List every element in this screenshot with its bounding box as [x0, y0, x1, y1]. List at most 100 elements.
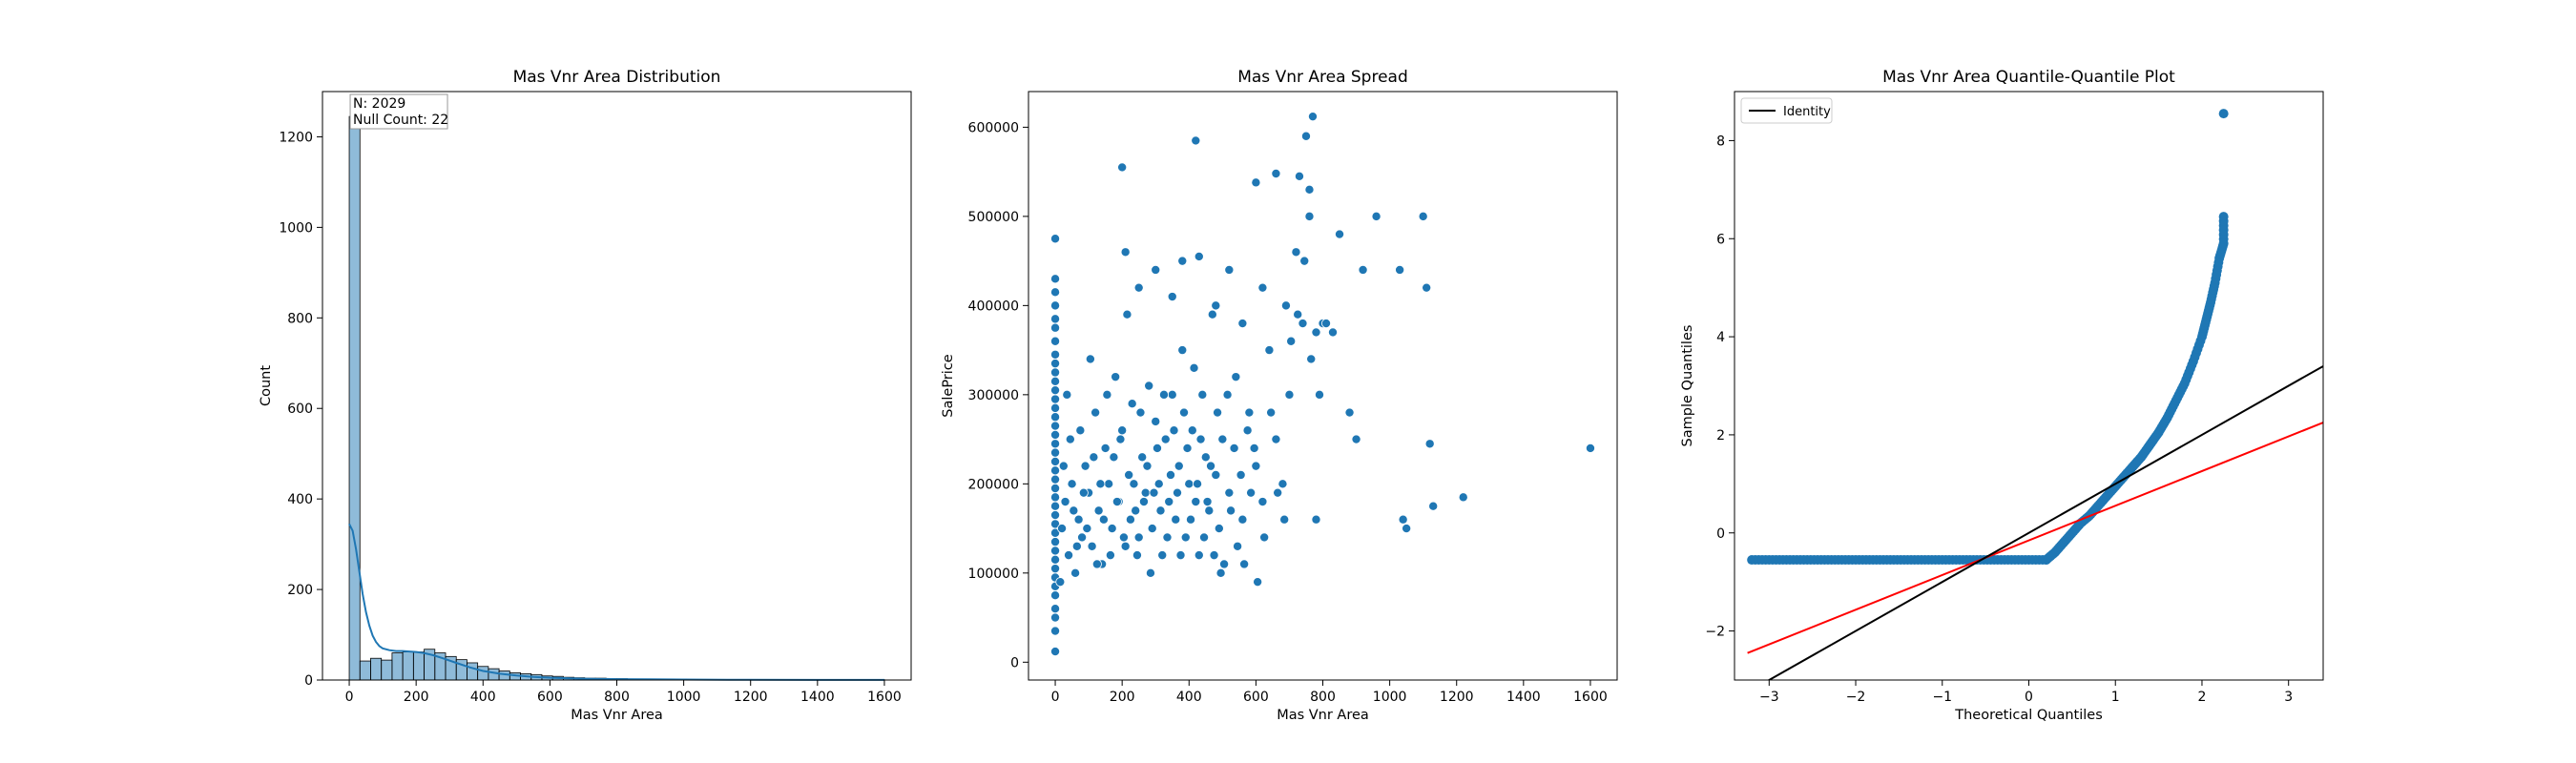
scatter-point: [1120, 541, 1131, 551]
scatter-point: [1137, 452, 1148, 463]
histogram-bar: [381, 659, 393, 681]
scatter-point: [1050, 612, 1061, 623]
legend-identity-label: Identity: [1783, 105, 1831, 119]
qq-plot-area: [1747, 109, 2323, 680]
scatter-point: [1050, 484, 1061, 494]
scatter-point: [1131, 505, 1141, 516]
histogram-bar: [412, 651, 425, 681]
scatter-point: [1304, 211, 1315, 221]
scatter-point: [1206, 461, 1216, 471]
y-tick-label: 500000: [968, 210, 1019, 225]
scatter-point: [1067, 479, 1077, 489]
scatter-point: [1418, 211, 1428, 221]
scatter-point: [1209, 550, 1219, 561]
y-tick-label: 0: [1010, 655, 1019, 670]
scatter-point: [1164, 497, 1174, 507]
y-tick-label: 2: [1716, 428, 1725, 443]
scatter-point: [1284, 389, 1295, 400]
x-tick-label: 400: [470, 690, 496, 705]
scatter-point: [1195, 434, 1206, 444]
scatter-point: [1080, 461, 1091, 471]
y-tick-label: 100000: [968, 567, 1019, 582]
scatter-point: [1189, 362, 1199, 373]
scatter-point: [1197, 389, 1208, 400]
scatter-point: [1133, 532, 1144, 543]
scatter-point: [1050, 376, 1061, 386]
scatter-point: [1064, 550, 1074, 561]
scatter-point: [1179, 407, 1190, 418]
scatter-point: [1109, 452, 1119, 463]
scatter-point: [1294, 171, 1304, 181]
scatter-point: [1328, 327, 1339, 338]
scatter-point: [1118, 532, 1129, 543]
scatter-point: [1050, 336, 1061, 346]
scatter-point: [1280, 300, 1291, 311]
scatter-point: [1055, 577, 1066, 588]
scatter-point: [1091, 407, 1101, 418]
scatter-point: [1237, 514, 1248, 525]
scatter-point: [1314, 389, 1324, 400]
scatter-point: [1071, 541, 1082, 551]
scatter-point: [1050, 287, 1061, 298]
x-tick-label: 200: [404, 690, 429, 705]
x-tick-label: 200: [1110, 690, 1135, 705]
annotation-box: [349, 93, 448, 130]
qq-point: [2218, 212, 2229, 222]
annotation-count: N: 2029: [353, 96, 405, 112]
scatter-point: [1214, 524, 1224, 534]
scatter-point: [1351, 434, 1361, 444]
scatter-point: [1266, 407, 1277, 418]
histogram-bars: [348, 115, 885, 681]
scatter-point: [1149, 487, 1159, 498]
x-tick-label: 1000: [1373, 690, 1407, 705]
qq-fit-line: [1747, 422, 2323, 654]
x-tick-label: 1200: [1440, 690, 1474, 705]
scatter-point: [1105, 550, 1115, 561]
scatter-point: [1244, 407, 1255, 418]
scatter-point: [1217, 434, 1228, 444]
scatter-point: [1311, 514, 1321, 525]
scatter-point: [1424, 439, 1435, 449]
scatter-point: [1050, 465, 1061, 476]
x-tick-label: 1000: [667, 690, 701, 705]
scatter-point: [1127, 399, 1137, 409]
histogram-yticks: 0 200 400 600 800 1000 1200: [279, 130, 322, 689]
scatter-point: [1073, 514, 1084, 525]
scatter-point: [1311, 327, 1321, 338]
scatter-point: [1167, 292, 1177, 302]
histogram-xlabel: Mas Vnr Area: [571, 708, 663, 723]
scatter-point: [1050, 359, 1061, 369]
scatter-point: [1050, 429, 1061, 440]
histogram-ylabel: Count: [259, 365, 274, 406]
qq-xticks: −3 −2 −1 0 1 2 3: [1759, 680, 2293, 705]
scatter-point: [1174, 461, 1184, 471]
scatter-point: [1155, 505, 1166, 516]
scatter-point: [1335, 229, 1345, 239]
scatter-point: [1213, 407, 1223, 418]
scatter-point: [1307, 112, 1318, 122]
scatter-point: [1224, 487, 1235, 498]
scatter-point: [1177, 345, 1188, 356]
scatter-point: [1050, 234, 1061, 244]
scatter-point: [1249, 443, 1259, 453]
histogram-frame: [322, 91, 912, 681]
scatter-point: [1344, 407, 1355, 418]
qq-panel: Mas Vnr Area Quantile-Quantile Plot Theo…: [1680, 68, 2324, 723]
scatter-point: [1167, 389, 1177, 400]
scatter-point: [1226, 505, 1236, 516]
histogram-title: Mas Vnr Area Distribution: [513, 68, 721, 87]
scatter-point: [1107, 524, 1117, 534]
scatter-point: [1291, 247, 1301, 258]
scatter-point: [1236, 469, 1246, 480]
scatter-ylabel: SalePrice: [941, 354, 956, 417]
scatter-point: [1095, 479, 1106, 489]
scatter-point: [1231, 372, 1241, 382]
x-tick-label: 1600: [867, 690, 902, 705]
scatter-point: [1187, 425, 1197, 436]
scatter-point: [1171, 514, 1181, 525]
scatter-point: [1298, 319, 1308, 329]
y-tick-label: 400: [287, 492, 313, 507]
scatter-point: [1211, 300, 1221, 311]
scatter-point: [1058, 461, 1069, 471]
scatter-point: [1194, 251, 1204, 261]
